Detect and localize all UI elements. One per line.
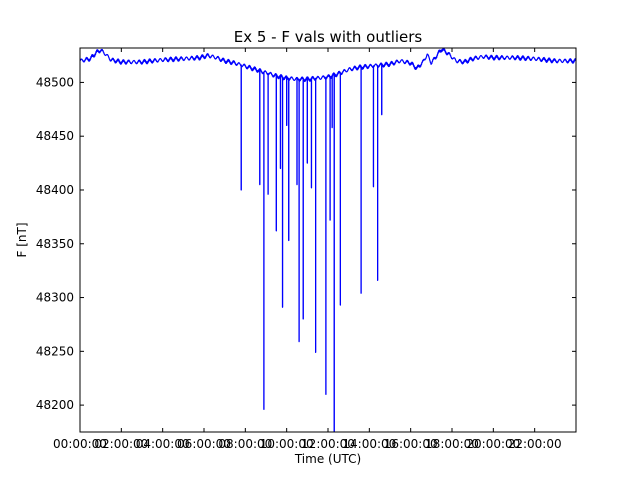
x-tick-label: 06:00:00 xyxy=(177,437,231,451)
x-tick-label: 00:00:00 xyxy=(53,437,107,451)
y-tick-label: 48300 xyxy=(36,291,74,305)
x-tick-label: 10:00:00 xyxy=(260,437,314,451)
x-tick-label: 22:00:00 xyxy=(508,437,562,451)
series-line xyxy=(80,48,576,432)
chart-title: Ex 5 - F vals with outliers xyxy=(234,28,423,46)
x-tick-label: 14:00:00 xyxy=(342,437,396,451)
x-tick-label: 16:00:00 xyxy=(384,437,438,451)
series-layer xyxy=(80,48,576,432)
y-tick-label: 48350 xyxy=(36,237,74,251)
y-axis-label: F [nT] xyxy=(15,222,29,257)
x-tick-label: 08:00:00 xyxy=(218,437,272,451)
y-axis: 48200 48250 48300 48350 48400 48450 48500 xyxy=(36,75,576,412)
y-tick-label: 48250 xyxy=(36,344,74,358)
x-tick-label: 18:00:00 xyxy=(425,437,479,451)
y-tick-label: 48200 xyxy=(36,398,74,412)
y-tick-label: 48500 xyxy=(36,75,74,89)
x-tick-label: 12:00:00 xyxy=(301,437,355,451)
x-tick-label: 02:00:00 xyxy=(94,437,148,451)
y-tick-label: 48400 xyxy=(36,183,74,197)
x-axis: 00:00:0002:00:0004:00:0006:00:0008:00:00… xyxy=(53,48,562,451)
x-tick-label: 04:00:00 xyxy=(136,437,190,451)
y-tick-label: 48450 xyxy=(36,129,74,143)
x-axis-label: Time (UTC) xyxy=(294,452,361,466)
x-tick-label: 20:00:00 xyxy=(466,437,520,451)
